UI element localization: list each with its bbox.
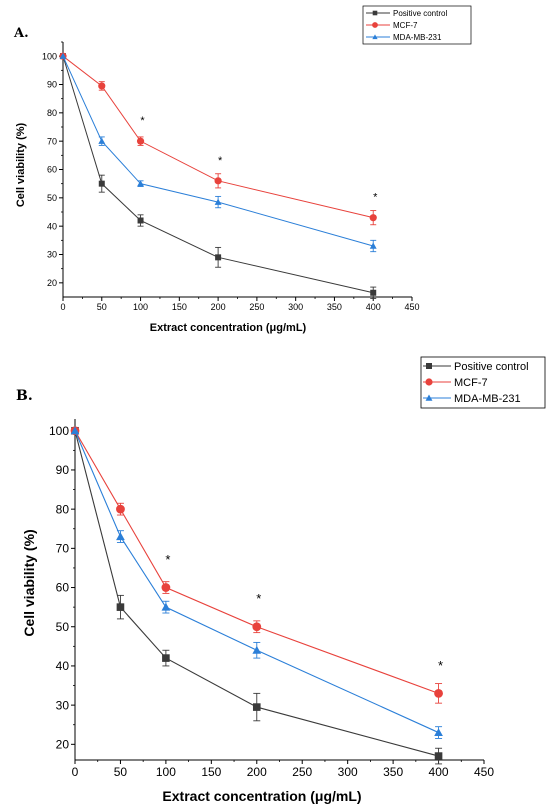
panel-b-y-tick-label: 60: [56, 581, 70, 595]
panel-b-data-point: [161, 583, 171, 592]
panel-a-significance-asterisk: *: [218, 155, 223, 167]
panel-b-x-tick-label: 450: [474, 765, 494, 779]
panel-a-legend-marker: [372, 10, 378, 16]
panel-b-significance-asterisk: *: [256, 591, 261, 606]
panel-a-x-tick-label: 300: [288, 302, 303, 312]
panel-b-data-point: [252, 703, 261, 711]
panel-a-y-tick-label: 80: [47, 108, 57, 118]
panel-a-x-tick-label: 150: [172, 302, 187, 312]
panel-a-y-tick-label: 100: [42, 51, 57, 61]
panel-b-legend-label: Positive control: [454, 361, 529, 373]
panel-b-x-tick-label: 50: [114, 765, 128, 779]
panel-a-series-line: [62, 55, 374, 219]
panel-b-data-point: [116, 532, 125, 541]
panel-b-legend-label: MCF-7: [454, 377, 488, 389]
panel-b-x-tick-label: 400: [429, 765, 449, 779]
panel-b-legend: Positive control MCF-7 MDA-MB-231: [420, 356, 546, 409]
panel-a-chart: A. Cell viability (%) Extract concentrat…: [13, 5, 472, 334]
panel-b-data-point: [434, 728, 443, 737]
panel-a-series-line: [62, 55, 374, 247]
panel-a-legend-label: Positive control: [393, 9, 447, 18]
panel-a-data-point: [136, 137, 145, 145]
panel-a-y-tick-label: 90: [47, 80, 57, 90]
panel-b-data-point: [161, 602, 171, 611]
panel-a-y-tick-label: 40: [47, 221, 57, 231]
panel-b-data-point: [162, 654, 170, 662]
panel-a-series-mda-mb-231: [59, 52, 377, 253]
panel-b-data-point: [434, 752, 443, 760]
panel-b-y-tick-label: 30: [56, 698, 70, 712]
panel-a-y-tick-label: 50: [47, 193, 57, 203]
panel-a-data-point: [98, 180, 105, 187]
panel-b-legend-marker: [425, 378, 433, 386]
panel-b-y-tick-label: 90: [56, 463, 70, 477]
panel-a-x-axis-label: Extract concentration (μg/mL): [150, 322, 307, 334]
panel-b-y-tick-label: 80: [56, 502, 70, 516]
panel-b-x-tick-label: 350: [383, 765, 403, 779]
panel-a-x-tick-label: 50: [97, 302, 107, 312]
panel-a-x-tick-label: 450: [404, 302, 419, 312]
panel-b-data-point: [252, 645, 262, 654]
panel-b-significance-asterisk: *: [438, 658, 443, 673]
panel-a-x-tick-label: 250: [249, 302, 264, 312]
panel-a-y-axis-label: Cell viability (%): [15, 122, 27, 207]
panel-b-data-point: [116, 504, 125, 514]
panel-a-data-point: [369, 242, 377, 249]
panel-b-y-tick-label: 50: [56, 620, 70, 634]
panel-b-significance-asterisk: *: [165, 552, 170, 567]
panel-b-series-mcf-7: [70, 426, 443, 704]
panel-a-data-point: [98, 82, 106, 90]
panel-a-y-tick-label: 30: [47, 250, 57, 260]
panel-b-x-tick-label: 100: [156, 765, 176, 779]
panel-b-legend-label: MDA-MB-231: [454, 393, 521, 405]
panel-a-legend: Positive control MCF-7 MDA-MB-231: [362, 5, 472, 45]
panel-b-data-point: [70, 426, 80, 435]
panel-b-data-point: [434, 688, 443, 698]
panel-b-x-tick-label: 150: [201, 765, 221, 779]
panel-a-x-tick-label: 350: [327, 302, 342, 312]
panel-b-series-mda-mb-231: [70, 426, 443, 739]
panel-a-y-tick-label: 70: [47, 136, 57, 146]
panel-b-x-tick-label: 250: [292, 765, 312, 779]
panel-a-data-point: [214, 177, 222, 185]
panel-b-y-axis-label: Cell viability (%): [21, 529, 37, 636]
panel-a-significance-asterisk: *: [140, 115, 145, 127]
panel-b-legend-marker: [426, 363, 432, 369]
panel-a-x-tick-label: 0: [60, 302, 65, 312]
panel-b-data-point: [252, 622, 262, 632]
panel-a-data-point: [98, 137, 106, 144]
panel-a-legend-label: MDA-MB-231: [393, 33, 442, 42]
panel-b-label: B.: [16, 388, 33, 404]
panel-a-label: A.: [13, 26, 29, 41]
panel-a-x-tick-label: 100: [133, 302, 148, 312]
panel-a-data-point: [59, 52, 67, 59]
panel-a-data-point: [215, 254, 222, 261]
panel-a-x-tick-label: 400: [366, 302, 381, 312]
panel-b-legend-marker: [425, 394, 433, 401]
panel-a-data-point: [214, 198, 222, 205]
panel-b-y-tick-label: 100: [49, 424, 69, 438]
panel-b-data-point: [116, 603, 125, 611]
panel-a-x-tick-label: 200: [211, 302, 226, 312]
panel-a-data-point: [369, 214, 377, 222]
panel-b-chart: B. Cell viability (%) Extract concentrat…: [16, 356, 546, 804]
panel-a-legend-label: MCF-7: [393, 21, 418, 30]
panel-a-legend-marker: [372, 22, 378, 28]
panel-b-series-line: [74, 430, 439, 734]
panel-b-x-tick-label: 200: [247, 765, 267, 779]
panel-a-data-point: [137, 217, 144, 224]
panel-a-data-point: [370, 289, 377, 296]
panel-b-x-axis-label: Extract concentration (μg/mL): [162, 788, 361, 804]
panel-b-x-tick-label: 300: [338, 765, 358, 779]
panel-b-y-tick-label: 70: [56, 542, 70, 556]
panel-b-y-tick-label: 40: [56, 659, 70, 673]
panel-a-legend-marker: [372, 34, 378, 40]
panel-b-x-tick-label: 0: [72, 765, 79, 779]
panel-a-y-tick-label: 60: [47, 165, 57, 175]
panel-a-y-tick-label: 20: [47, 278, 57, 288]
panel-b-y-tick-label: 20: [56, 738, 70, 752]
panel-a-data-point: [137, 180, 145, 187]
panel-a-significance-asterisk: *: [373, 192, 378, 204]
